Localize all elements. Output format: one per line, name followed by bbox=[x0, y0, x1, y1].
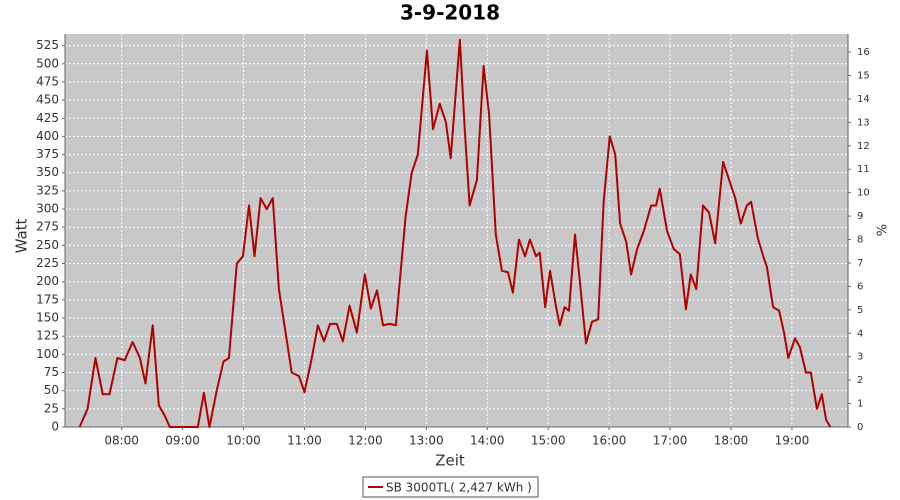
x-tick-label: 11:00 bbox=[287, 434, 322, 448]
y2-tick-label: 7 bbox=[857, 258, 863, 269]
y-tick-label: 475 bbox=[36, 74, 59, 88]
y-tick-label: 0 bbox=[51, 420, 59, 434]
x-tick-label: 09:00 bbox=[165, 434, 200, 448]
y2-tick-label: 5 bbox=[857, 305, 863, 316]
data-line bbox=[78, 38, 832, 428]
x-tick-label: 13:00 bbox=[409, 434, 444, 448]
y2-tick-label: 0 bbox=[857, 422, 863, 433]
y-tick-label: 100 bbox=[36, 347, 59, 361]
y2-tick-label: 16 bbox=[857, 47, 870, 58]
y-tick-label: 525 bbox=[36, 38, 59, 52]
y-axis-label: Watt bbox=[13, 218, 31, 253]
y-tick-label: 375 bbox=[36, 147, 59, 161]
y-tick-label: 400 bbox=[36, 129, 59, 143]
y-tick-label: 200 bbox=[36, 274, 59, 288]
chart-title: 3-9-2018 bbox=[400, 1, 500, 25]
x-tick-label: 18:00 bbox=[714, 434, 749, 448]
plot-area bbox=[65, 34, 848, 427]
y-tick-label: 350 bbox=[36, 165, 59, 179]
x-tick-label: 08:00 bbox=[104, 434, 139, 448]
y-tick-label: 25 bbox=[44, 401, 59, 415]
x-tick-label: 17:00 bbox=[653, 434, 688, 448]
legend-label: SB 3000TL( 2,427 kWh ) bbox=[386, 481, 532, 495]
y2-tick-label: 4 bbox=[857, 328, 863, 339]
y-tick-label: 175 bbox=[36, 292, 59, 306]
y2-tick-label: 1 bbox=[857, 399, 863, 410]
y2-tick-label: 14 bbox=[857, 94, 870, 105]
y-tick-label: 500 bbox=[36, 56, 59, 70]
y2-tick-label: 2 bbox=[857, 375, 863, 386]
x-tick-label: 14:00 bbox=[470, 434, 505, 448]
x-tick-label: 16:00 bbox=[592, 434, 627, 448]
y-tick-label: 225 bbox=[36, 256, 59, 270]
x-tick-label: 10:00 bbox=[226, 434, 261, 448]
x-axis-label: Zeit bbox=[435, 452, 465, 470]
y-tick-label: 50 bbox=[44, 383, 59, 397]
y-tick-label: 75 bbox=[44, 365, 59, 379]
y2-tick-label: 3 bbox=[857, 352, 863, 363]
y-tick-label: 425 bbox=[36, 111, 59, 125]
x-tick-label: 15:00 bbox=[531, 434, 566, 448]
y2-axis-label: % bbox=[876, 224, 891, 236]
y2-tick-label: 6 bbox=[857, 281, 863, 292]
y-tick-label: 150 bbox=[36, 311, 59, 325]
x-tick-label: 12:00 bbox=[348, 434, 383, 448]
y-tick-label: 325 bbox=[36, 183, 59, 197]
y2-tick-label: 12 bbox=[857, 141, 870, 152]
y2-tick-label: 13 bbox=[857, 117, 870, 128]
y2-tick-label: 8 bbox=[857, 235, 863, 246]
legend bbox=[362, 476, 539, 498]
y2-tick-label: 11 bbox=[857, 164, 870, 175]
y-tick-label: 250 bbox=[36, 238, 59, 252]
y2-tick-label: 10 bbox=[857, 188, 870, 199]
y-tick-label: 450 bbox=[36, 93, 59, 107]
y-tick-label: 125 bbox=[36, 329, 59, 343]
y-tick-label: 275 bbox=[36, 220, 59, 234]
y2-tick-label: 9 bbox=[857, 211, 863, 222]
y-tick-label: 300 bbox=[36, 202, 59, 216]
x-tick-label: 19:00 bbox=[775, 434, 810, 448]
y2-tick-label: 15 bbox=[857, 70, 870, 81]
